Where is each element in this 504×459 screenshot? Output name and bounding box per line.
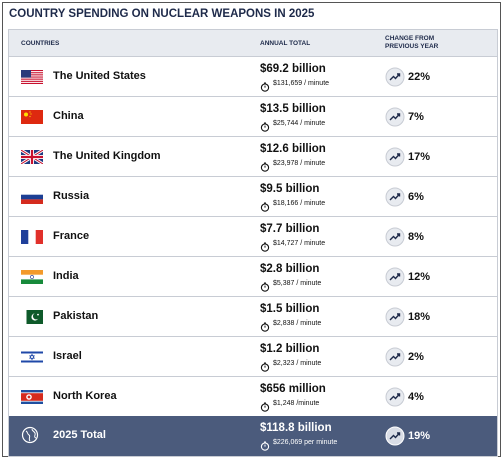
per-minute: $2,838 / minute [273,320,322,327]
header-cell: CHANGE FROM PREVIOUS YEAR [385,35,439,50]
stopwatch-icon [260,279,270,297]
change-value: 17% [408,151,431,163]
total-row: 2025 Total $118.8 billion $226,069 per min… [9,416,497,456]
country-name: North Korea [53,390,117,402]
flag-icon [21,110,43,129]
header-row: COUNTRIES ANNUAL TOTAL CHANGE FROM PREVI… [9,30,497,56]
flag-icon [21,70,43,89]
change-value: 7% [408,111,424,123]
title: COUNTRY SPENDING ON NUCLEAR WEAPONS IN 2… [9,8,315,20]
per-minute: $2,323 / minute [273,360,322,367]
country-name: Russia [53,190,90,202]
table-row: The United States $69.2 billion $131,659 /… [9,56,497,97]
table-row: Pakistan $1.5 billion $2,838 / minute 18% [9,296,497,337]
trend-icon [385,147,405,172]
table-row: The United Kingdom $12.6 billion $23,978 /… [9,136,497,177]
annual-total: $13.5 billion [260,103,326,115]
country-name: Pakistan [53,310,99,322]
trend-icon [385,387,405,412]
table-row: Israel $1.2 billion $2,323 / minute 2% [9,336,497,377]
country-name: India [53,270,79,282]
per-minute: $23,978 / minute [273,160,326,167]
table-row: India $2.8 billion $5,387 / minute 12% [9,256,497,297]
flag-icon [20,148,44,169]
flag-icon [21,350,43,369]
table-row: China $13.5 billion $25,744 / minute 7% [9,96,497,137]
header-cell: ANNUAL TOTAL [260,40,311,47]
annual-total: $1.5 billion [260,303,320,315]
table-row: North Korea $656 million $1,248 /minute 4% [9,376,497,417]
annual-total: $2.8 billion [260,263,320,275]
stopwatch-icon [260,438,270,456]
country-name: Israel [53,350,82,362]
stopwatch-icon [260,199,270,217]
stopwatch-icon [260,119,270,137]
stopwatch-icon [260,359,270,377]
stopwatch-icon [260,319,270,337]
globe-icon [21,426,39,449]
stopwatch-icon [260,399,270,417]
annual-total: $656 million [260,383,326,395]
country-name: China [53,110,84,122]
annual-total: $1.2 billion [260,343,320,355]
country-name: The United States [53,70,146,82]
annual-total: $118.8 billion [260,422,332,434]
annual-total: $12.6 billion [260,143,326,155]
stopwatch-icon [260,239,270,257]
change-value: 22% [408,71,431,83]
per-minute: $1,248 /minute [273,400,320,407]
change-value: 8% [408,231,424,243]
change-value: 6% [408,191,424,203]
flag-icon [21,270,43,289]
per-minute: $18,166 / minute [273,200,326,207]
trend-icon [385,67,405,92]
trend-icon [385,187,405,212]
annual-total: $9.5 billion [260,183,320,195]
flag-icon [21,230,43,249]
stopwatch-icon [260,79,270,97]
stopwatch-icon [260,159,270,177]
trend-icon [385,307,405,332]
trend-icon [385,426,405,451]
country-name: 2025 Total [53,429,106,441]
change-value: 19% [408,430,431,442]
table-row: Russia $9.5 billion $18,166 / minute 6% [9,176,497,217]
annual-total: $7.7 billion [260,223,320,235]
trend-icon [385,347,405,372]
per-minute: $14,727 / minute [273,240,326,247]
table: COUNTRIES ANNUAL TOTAL CHANGE FROM PREVI… [8,29,498,457]
flag-icon [21,390,43,409]
per-minute: $25,744 / minute [273,120,326,127]
trend-icon [385,107,405,132]
flag-icon [21,190,43,209]
per-minute: $131,659 / minute [273,80,330,87]
per-minute: $226,069 per minute [273,439,338,446]
change-value: 18% [408,311,431,323]
table-row: France $7.7 billion $14,727 / minute 8% [9,216,497,257]
flag-icon [21,310,43,329]
change-value: 4% [408,391,424,403]
per-minute: $5,387 / minute [273,280,322,287]
change-value: 2% [408,351,424,363]
country-name: France [53,230,90,242]
trend-icon [385,267,405,292]
trend-icon [385,227,405,252]
change-value: 12% [408,271,431,283]
country-name: The United Kingdom [53,150,161,162]
header-cell: COUNTRIES [21,40,60,47]
annual-total: $69.2 billion [260,63,326,75]
